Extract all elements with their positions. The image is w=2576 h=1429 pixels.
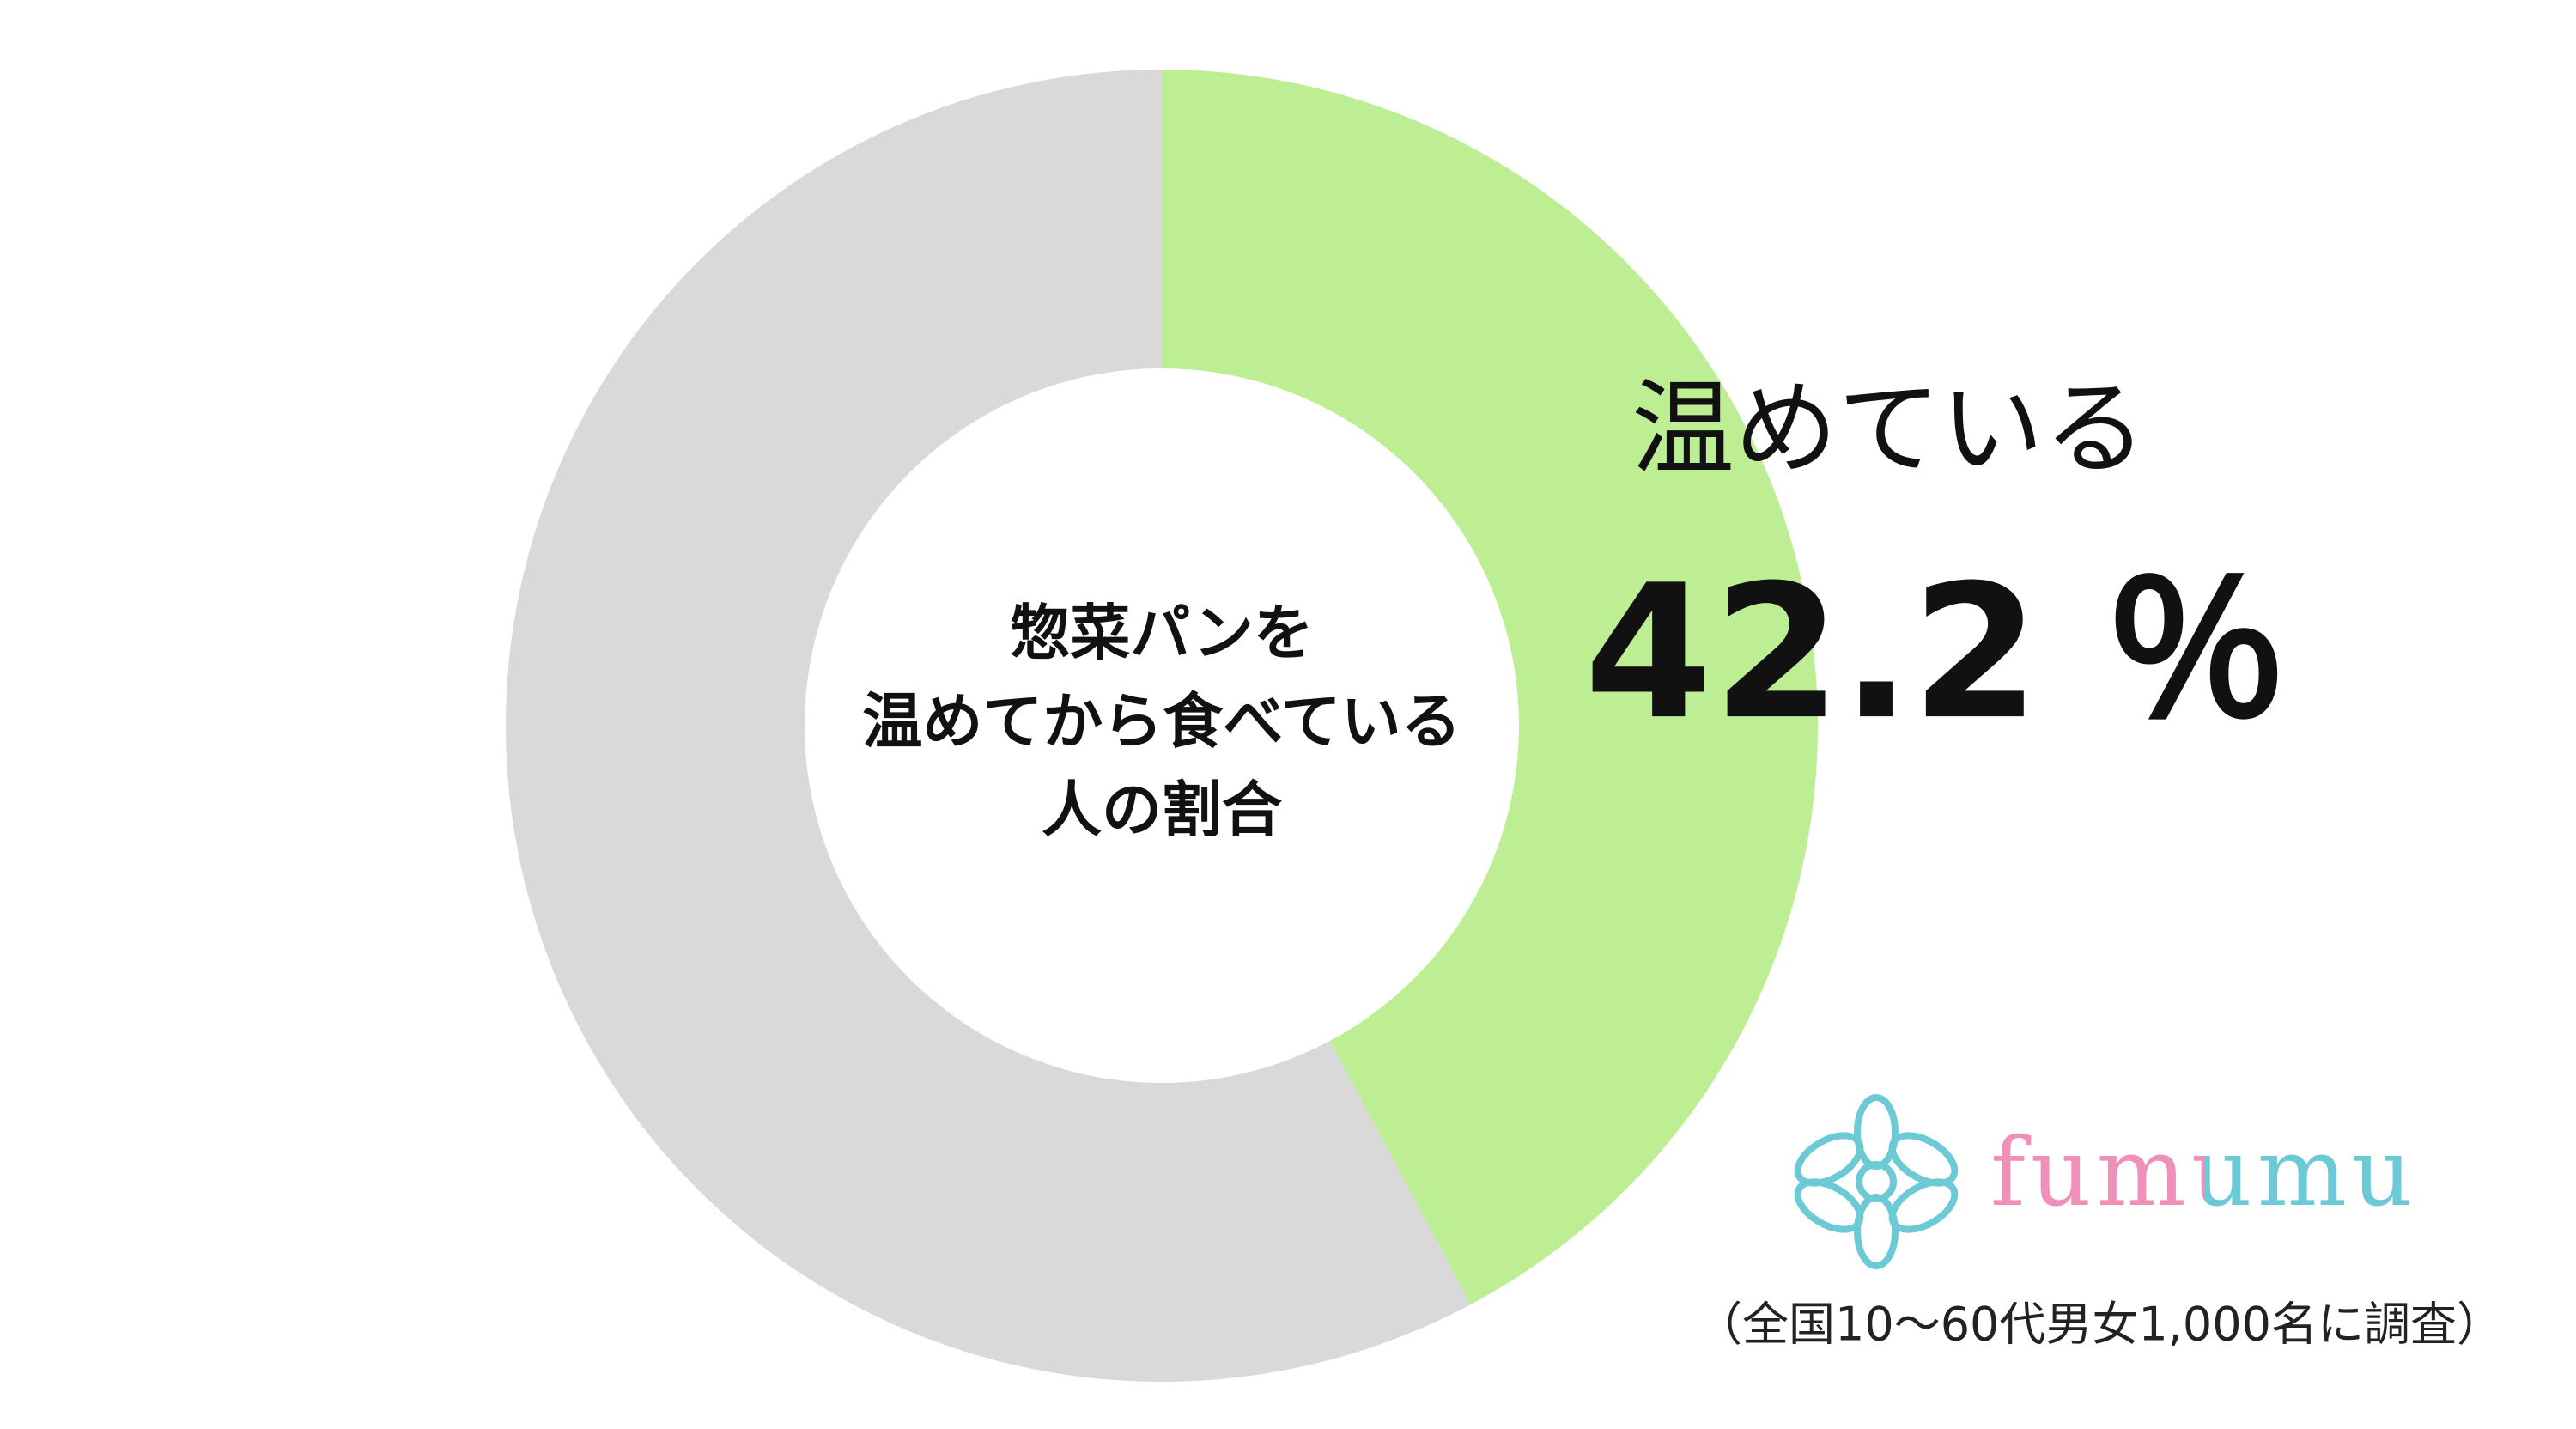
logo: fumumu — [1990, 1117, 2418, 1227]
center-title: 惣菜パンを — [1010, 598, 1314, 668]
logo-flower — [1794, 1094, 1959, 1269]
center-title: 温めてから食べている — [862, 686, 1461, 757]
donut — [505, 70, 1818, 1383]
note: （全国10～60代男女1,000名に調査） — [1696, 1298, 2503, 1352]
slice — [1162, 70, 1818, 1305]
slice-label: 温めている — [1631, 370, 2147, 490]
slice — [505, 70, 1471, 1383]
center-title: 人の割合 — [1042, 775, 1282, 845]
value-label: 42.2 ％ — [1584, 544, 2288, 760]
